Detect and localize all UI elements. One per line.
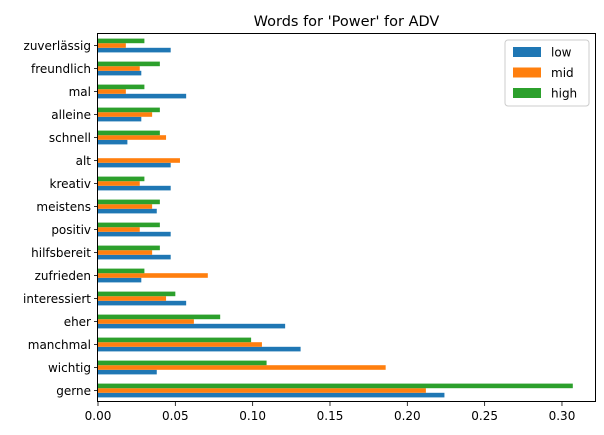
y-tick-label-manchmal: manchmal	[28, 338, 91, 352]
y-tick-label-wichtig: wichtig	[48, 361, 91, 375]
bar-alt-mid	[98, 158, 180, 163]
bar-hilfsbereit-mid	[98, 250, 153, 255]
legend-swatch-high	[513, 88, 541, 98]
y-tick-label-schnell: schnell	[49, 131, 91, 145]
bar-gerne-high	[98, 383, 573, 389]
x-tick-label: 0.30	[549, 409, 576, 423]
bar-positiv-low	[98, 231, 171, 237]
x-axis: 0.00 0.05 0.10 0.15 0.20 0.25 0.30	[85, 402, 576, 423]
x-tick-label: 0.20	[394, 409, 421, 423]
y-tick-label-gerne: gerne	[56, 384, 91, 398]
chart-title: Words for 'Power' for ADV	[254, 14, 440, 30]
bar-alleine-high	[98, 107, 160, 113]
bar-mal-mid	[98, 89, 126, 94]
y-tick-label-positiv: positiv	[51, 223, 91, 237]
bar-manchmal-high	[98, 337, 252, 343]
bar-interessiert-high	[98, 291, 176, 297]
y-tick-label-zufrieden: zufrieden	[35, 269, 91, 283]
bar-wichtig-low	[98, 369, 157, 375]
bar-meistens-mid	[98, 204, 153, 209]
bar-hilfsbereit-low	[98, 254, 171, 260]
y-tick-label-kreativ: kreativ	[50, 177, 92, 191]
y-tick-label-hilfsbereit: hilfsbereit	[31, 246, 91, 260]
y-tick-label-alleine: alleine	[51, 108, 91, 122]
bar-schnell-mid	[98, 135, 167, 140]
bar-manchmal-mid	[98, 342, 262, 347]
bar-positiv-mid	[98, 227, 140, 232]
y-axis: gerne wichtig manchmal eher interessiert zufr…	[23, 39, 98, 398]
bar-zufrieden-high	[98, 268, 145, 274]
legend-swatch-low	[513, 47, 541, 57]
legend-swatch-mid	[513, 67, 541, 78]
bar-zufrieden-low	[98, 277, 142, 283]
bar-meistens-low	[98, 208, 157, 214]
bar-wichtig-high	[98, 360, 267, 366]
bar-zufrieden-mid	[98, 273, 208, 278]
bar-wichtig-mid	[98, 365, 386, 370]
bar-schnell-high	[98, 130, 160, 136]
bar-eher-mid	[98, 319, 194, 324]
x-tick-label: 0.10	[239, 409, 266, 423]
bar-kreativ-low	[98, 185, 171, 191]
bar-freundlich-high	[98, 61, 160, 67]
bar-freundlich-mid	[98, 66, 140, 71]
x-tick-label: 0.00	[85, 409, 112, 423]
bar-kreativ-mid	[98, 181, 140, 186]
bar-mal-high	[98, 84, 145, 90]
y-tick-label-freundlich: freundlich	[31, 62, 91, 76]
bar-interessiert-mid	[98, 296, 167, 301]
bar-mal-low	[98, 93, 187, 99]
bar-zuverl-ssig-high	[98, 38, 145, 44]
bar-hilfsbereit-high	[98, 245, 160, 251]
bar-meistens-high	[98, 199, 160, 205]
bar-alleine-mid	[98, 112, 153, 117]
y-tick-label-eher: eher	[64, 315, 91, 329]
bar-eher-high	[98, 314, 221, 320]
y-tick-label-mal: mal	[69, 85, 91, 99]
bar-alleine-low	[98, 116, 142, 122]
x-tick-label: 0.15	[317, 409, 344, 423]
bar-schnell-low	[98, 139, 128, 145]
bar-alt-low	[98, 162, 171, 168]
legend-label-mid: mid	[551, 66, 574, 80]
x-tick-label: 0.05	[162, 409, 189, 423]
plot-frame	[97, 33, 596, 402]
legend: low mid high	[504, 39, 590, 107]
y-tick-label-alt: alt	[76, 154, 92, 168]
bar-kreativ-high	[98, 176, 145, 182]
x-tick-label: 0.25	[471, 409, 498, 423]
bar-positiv-high	[98, 222, 160, 228]
legend-label-high: high	[551, 87, 577, 101]
bar-eher-low	[98, 323, 286, 329]
bars-group	[98, 38, 573, 398]
bar-interessiert-low	[98, 300, 187, 306]
bar-zuverl-ssig-low	[98, 47, 171, 53]
bar-zuverl-ssig-mid	[98, 43, 126, 48]
y-tick-label-meistens: meistens	[36, 200, 91, 214]
bar-freundlich-low	[98, 70, 142, 76]
bar-gerne-low	[98, 392, 445, 398]
bar-gerne-mid	[98, 388, 426, 393]
bar-manchmal-low	[98, 346, 301, 352]
y-tick-label-interessiert: interessiert	[23, 292, 91, 306]
y-tick-label-zuverl-ssig: zuverlässig	[24, 39, 91, 53]
legend-label-low: low	[551, 46, 572, 60]
